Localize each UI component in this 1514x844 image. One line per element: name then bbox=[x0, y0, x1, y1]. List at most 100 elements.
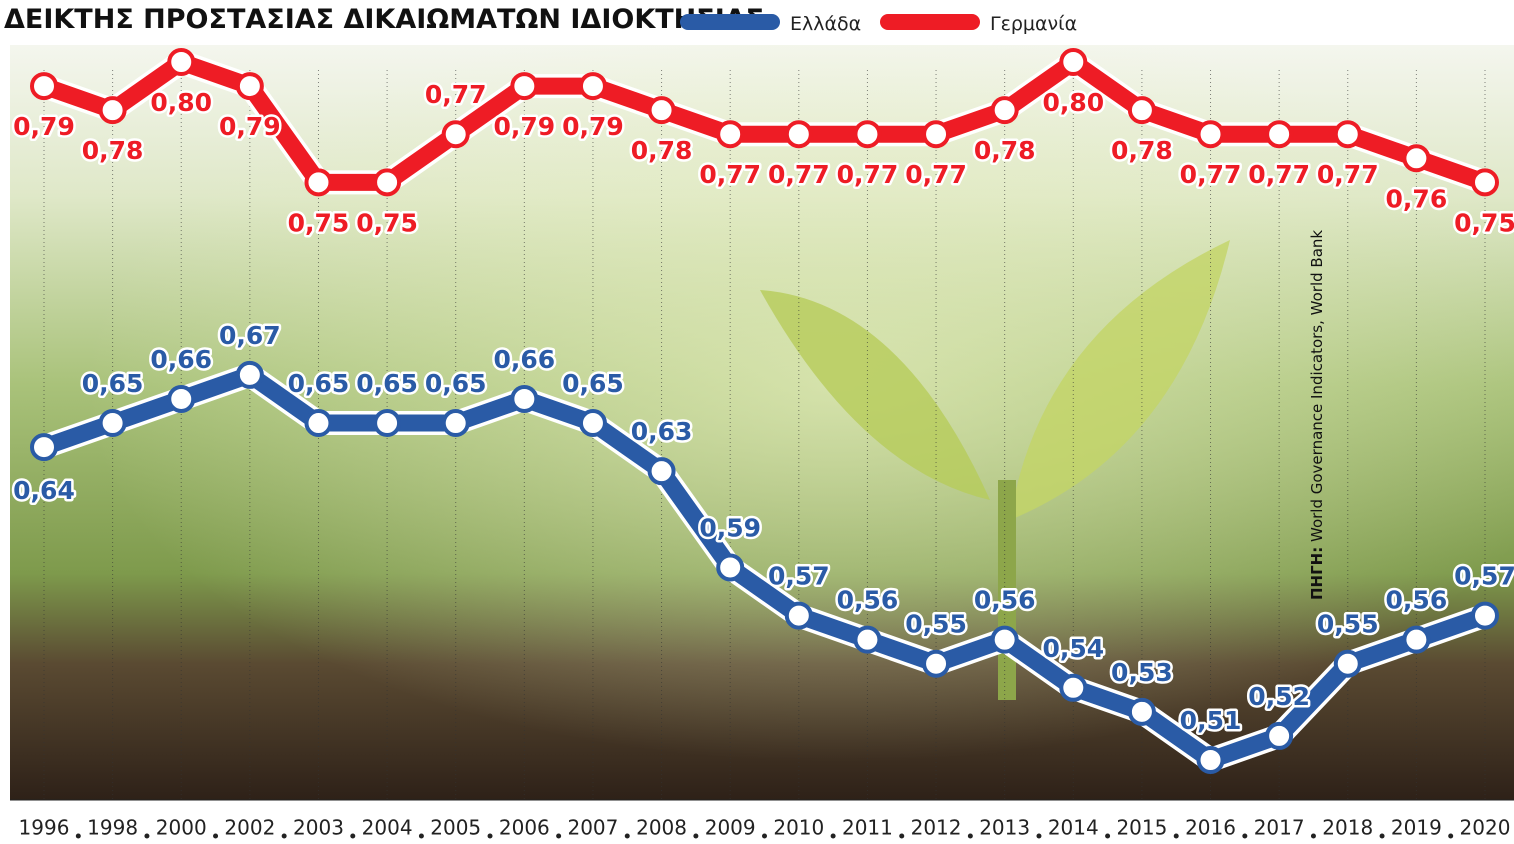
point bbox=[1336, 652, 1360, 676]
value-label: 0,52 bbox=[1248, 682, 1310, 711]
chart-title: ΔΕΙΚΤΗΣ ΠΡΟΣΤΑΣΙΑΣ ΔΙΚΑΙΩΜΑΤΩΝ ΙΔΙΟΚΤΗΣΙ… bbox=[4, 4, 764, 35]
point bbox=[238, 363, 262, 387]
point bbox=[1061, 50, 1085, 74]
value-label: 0,75 bbox=[356, 208, 418, 237]
value-label: 0,77 bbox=[1248, 160, 1310, 189]
value-label: 0,57 bbox=[768, 562, 830, 591]
x-tick-label: 2011 bbox=[842, 816, 893, 840]
point bbox=[1267, 122, 1291, 146]
value-label: 0,64 bbox=[13, 476, 75, 505]
x-tick-label: 2013 bbox=[979, 816, 1030, 840]
chart: ΔΕΙΚΤΗΣ ΠΡΟΣΤΑΣΙΑΣ ΔΙΚΑΙΩΜΑΤΩΝ ΙΔΙΟΚΤΗΣΙ… bbox=[0, 0, 1514, 844]
value-label: 0,66 bbox=[150, 345, 212, 374]
x-tick-label: 2004 bbox=[362, 816, 413, 840]
point bbox=[512, 387, 536, 411]
value-label: 0,54 bbox=[1042, 634, 1104, 663]
value-label: 0,65 bbox=[425, 369, 487, 398]
value-label: 0,77 bbox=[837, 160, 899, 189]
legend-swatch bbox=[880, 14, 980, 30]
separator-dot bbox=[693, 834, 698, 839]
point bbox=[306, 170, 330, 194]
point bbox=[855, 122, 879, 146]
value-label: 0,79 bbox=[219, 112, 281, 141]
value-label: 0,78 bbox=[974, 136, 1036, 165]
point bbox=[1473, 170, 1497, 194]
point bbox=[375, 170, 399, 194]
separator-dot bbox=[76, 834, 81, 839]
point bbox=[32, 435, 56, 459]
point bbox=[1130, 98, 1154, 122]
source: ΠΗΓΗ: World Governance Indicators, World… bbox=[1308, 230, 1326, 600]
x-tick-label: 2003 bbox=[293, 816, 344, 840]
x-tick-label: 2015 bbox=[1116, 816, 1167, 840]
value-label: 0,59 bbox=[699, 513, 761, 542]
x-tick-label: 2007 bbox=[567, 816, 618, 840]
x-tick-label: 2002 bbox=[224, 816, 275, 840]
separator-dot bbox=[144, 834, 149, 839]
x-tick-label: 2017 bbox=[1254, 816, 1305, 840]
point bbox=[1130, 700, 1154, 724]
value-label: 0,67 bbox=[219, 321, 281, 350]
separator-dot bbox=[1380, 834, 1385, 839]
separator-dot bbox=[1311, 834, 1316, 839]
point bbox=[1199, 748, 1223, 772]
x-tick-label: 2009 bbox=[705, 816, 756, 840]
x-tick-label: 2008 bbox=[636, 816, 687, 840]
value-label: 0,80 bbox=[150, 88, 212, 117]
separator-dot bbox=[968, 834, 973, 839]
separator-dot bbox=[762, 834, 767, 839]
point bbox=[1267, 724, 1291, 748]
x-tick-label: 2019 bbox=[1391, 816, 1442, 840]
separator-dot bbox=[625, 834, 630, 839]
point bbox=[787, 604, 811, 628]
point bbox=[650, 459, 674, 483]
value-label: 0,55 bbox=[905, 610, 967, 639]
value-label: 0,77 bbox=[905, 160, 967, 189]
source-text: World Governance Indicators, World Bank bbox=[1308, 230, 1326, 542]
separator-dot bbox=[213, 834, 218, 839]
x-tick-label: 1996 bbox=[19, 816, 70, 840]
value-label: 0,75 bbox=[288, 208, 350, 237]
value-label: 0,77 bbox=[1180, 160, 1242, 189]
separator-dot bbox=[899, 834, 904, 839]
point bbox=[993, 628, 1017, 652]
point bbox=[1061, 676, 1085, 700]
point bbox=[1336, 122, 1360, 146]
point bbox=[718, 122, 742, 146]
x-tick-label: 2006 bbox=[499, 816, 550, 840]
point bbox=[924, 652, 948, 676]
separator-dot bbox=[350, 834, 355, 839]
point bbox=[512, 74, 536, 98]
x-tick-label: 1998 bbox=[87, 816, 138, 840]
value-label: 0,63 bbox=[631, 417, 693, 446]
value-label: 0,79 bbox=[493, 112, 555, 141]
point bbox=[169, 387, 193, 411]
x-tick-label: 2010 bbox=[773, 816, 824, 840]
point bbox=[306, 411, 330, 435]
x-tick-label: 2005 bbox=[430, 816, 481, 840]
point bbox=[101, 98, 125, 122]
point bbox=[101, 411, 125, 435]
value-label: 0,78 bbox=[1111, 136, 1173, 165]
value-label: 0,75 bbox=[1454, 208, 1514, 237]
separator-dot bbox=[282, 834, 287, 839]
separator-dot bbox=[831, 834, 836, 839]
value-label: 0,76 bbox=[1386, 184, 1448, 213]
point bbox=[32, 74, 56, 98]
value-label: 0,56 bbox=[1386, 586, 1448, 615]
point bbox=[581, 74, 605, 98]
legend-label: Ελλάδα bbox=[790, 13, 861, 35]
source-label: ΠΗΓΗ: bbox=[1308, 547, 1326, 600]
value-label: 0,77 bbox=[1317, 160, 1379, 189]
legend-swatch bbox=[680, 14, 780, 30]
x-tick-label: 2016 bbox=[1185, 816, 1236, 840]
value-label: 0,51 bbox=[1180, 706, 1242, 735]
value-label: 0,77 bbox=[699, 160, 761, 189]
value-label: 0,57 bbox=[1454, 562, 1514, 591]
point bbox=[1404, 146, 1428, 170]
x-tick-label: 2020 bbox=[1460, 816, 1511, 840]
point bbox=[1404, 628, 1428, 652]
point bbox=[444, 122, 468, 146]
value-label: 0,65 bbox=[82, 369, 144, 398]
x-tick-label: 2018 bbox=[1322, 816, 1373, 840]
